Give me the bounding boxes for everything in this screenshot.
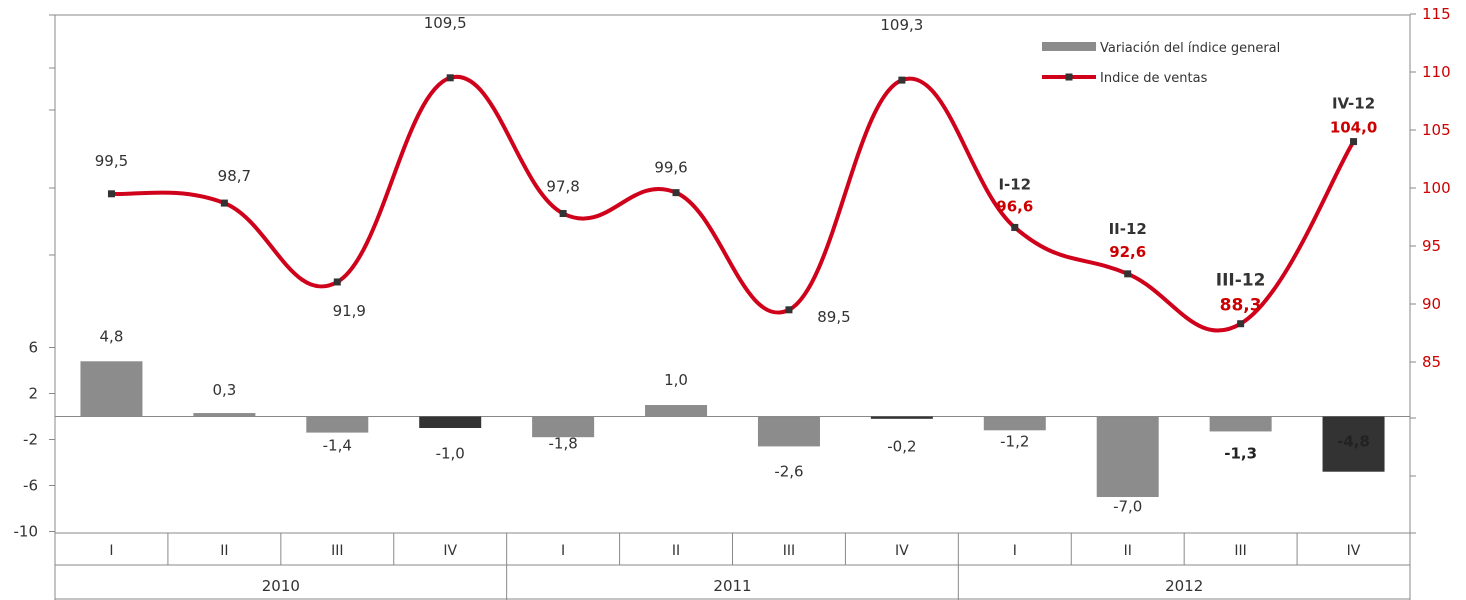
annotation-quarter: IV-12 xyxy=(1332,95,1375,113)
line-point xyxy=(1011,223,1019,231)
right-axis-tick-label: 90 xyxy=(1422,295,1441,313)
annotation-value: 92,6 xyxy=(1109,243,1146,261)
line-value-label: 109,5 xyxy=(424,14,467,32)
year-label: 2012 xyxy=(1165,577,1203,595)
legend-line-label: Indice de ventas xyxy=(1100,71,1208,86)
bar xyxy=(1096,416,1159,497)
legend-line-marker xyxy=(1065,73,1073,81)
line-point xyxy=(898,76,906,84)
line-value-label: 99,6 xyxy=(654,159,687,177)
quarter-label: I xyxy=(109,543,113,559)
quarter-label: I xyxy=(1013,543,1017,559)
bar xyxy=(193,413,256,417)
right-axis-tick-label: 105 xyxy=(1422,121,1451,139)
quarter-label: III xyxy=(783,543,795,559)
bar-series xyxy=(80,361,1385,497)
bar-value-label: -1,0 xyxy=(436,445,465,463)
sales-index-line xyxy=(111,74,1356,333)
line-point xyxy=(220,199,228,207)
quarter-label: II xyxy=(220,543,228,559)
quarter-label: III xyxy=(1234,543,1246,559)
quarter-label: IV xyxy=(1347,543,1361,559)
quarter-label: IV xyxy=(443,543,457,559)
year-label: 2010 xyxy=(262,577,300,595)
bar xyxy=(80,361,143,417)
bar-value-label: 0,3 xyxy=(212,381,236,399)
line-point xyxy=(1124,270,1132,278)
quarter-label: II xyxy=(1124,543,1132,559)
annotation-quarter: I-12 xyxy=(998,175,1031,193)
right-axis-tick-label: 110 xyxy=(1422,63,1451,81)
bar-value-label: -1,8 xyxy=(548,435,577,453)
line-point xyxy=(785,306,793,314)
line-point xyxy=(672,189,680,197)
line-point xyxy=(107,190,115,198)
bar-value-label: -1,2 xyxy=(1000,433,1029,451)
line-point xyxy=(446,74,454,82)
quarter-label: I xyxy=(561,543,565,559)
line-point xyxy=(1237,320,1245,328)
bar-value-label: -1,4 xyxy=(323,437,352,455)
annotation-quarter: II-12 xyxy=(1109,220,1147,238)
legend-bar-label: Variación del índice general xyxy=(1100,41,1280,56)
bar-value-label: -7,0 xyxy=(1113,498,1142,516)
quarter-label: III xyxy=(331,543,343,559)
bar xyxy=(645,405,708,417)
annotation-value: 104,0 xyxy=(1330,119,1377,137)
annotation-value: 88,3 xyxy=(1220,296,1262,316)
bar xyxy=(1209,416,1272,432)
left-axis-tick-label: -6 xyxy=(23,477,38,495)
left-axis-tick-label: -10 xyxy=(14,523,39,541)
bar xyxy=(1322,416,1385,472)
left-axis-tick-label: 6 xyxy=(28,339,38,357)
quarter-label: IV xyxy=(895,543,909,559)
line-value-label: 89,5 xyxy=(817,308,850,326)
left-axis-tick-label: 2 xyxy=(28,385,38,403)
bar-value-label: 1,0 xyxy=(664,371,688,389)
line-point xyxy=(559,210,567,218)
bar xyxy=(419,416,482,428)
line-point xyxy=(1350,138,1358,146)
bar xyxy=(870,416,933,419)
quarter-label: II xyxy=(672,543,680,559)
annotation-quarter: III-12 xyxy=(1216,271,1266,291)
bar-value-label: -4,8 xyxy=(1337,433,1370,451)
bar xyxy=(532,416,595,438)
data-labels: 4,8 0,3 -1,4 -1,0 -1,8 1,0 -2,6 -0,2 -1,2 -7,0 -1,… xyxy=(95,14,1378,516)
bar-value-label: -2,6 xyxy=(774,463,803,481)
right-axis-tick-label: 100 xyxy=(1422,179,1451,197)
bar xyxy=(983,416,1046,431)
line-value-label: 98,7 xyxy=(218,167,251,185)
year-label: 2011 xyxy=(713,577,751,595)
line-point xyxy=(333,278,341,286)
right-axis-tick-label: 85 xyxy=(1422,353,1441,371)
right-axis-tick-label: 95 xyxy=(1422,237,1441,255)
line-value-label: 99,5 xyxy=(95,152,128,170)
right-axis-tick-label: 115 xyxy=(1422,5,1451,23)
bar-value-label: -1,3 xyxy=(1224,445,1257,463)
left-axis-tick-label: -2 xyxy=(23,431,38,449)
annotation-value: 96,6 xyxy=(996,197,1033,215)
line-series xyxy=(107,74,1358,333)
bar xyxy=(757,416,820,447)
legend: Variación del índice general Indice de ve… xyxy=(1042,41,1280,86)
line-value-label: 97,8 xyxy=(546,178,579,196)
bar-value-label: 4,8 xyxy=(100,327,124,345)
bar xyxy=(306,416,369,433)
bar-value-label: -0,2 xyxy=(887,438,916,456)
legend-bar-swatch xyxy=(1042,42,1096,51)
line-value-label: 91,9 xyxy=(333,302,366,320)
plot-frame xyxy=(54,14,1411,534)
line-value-label: 109,3 xyxy=(880,16,923,34)
